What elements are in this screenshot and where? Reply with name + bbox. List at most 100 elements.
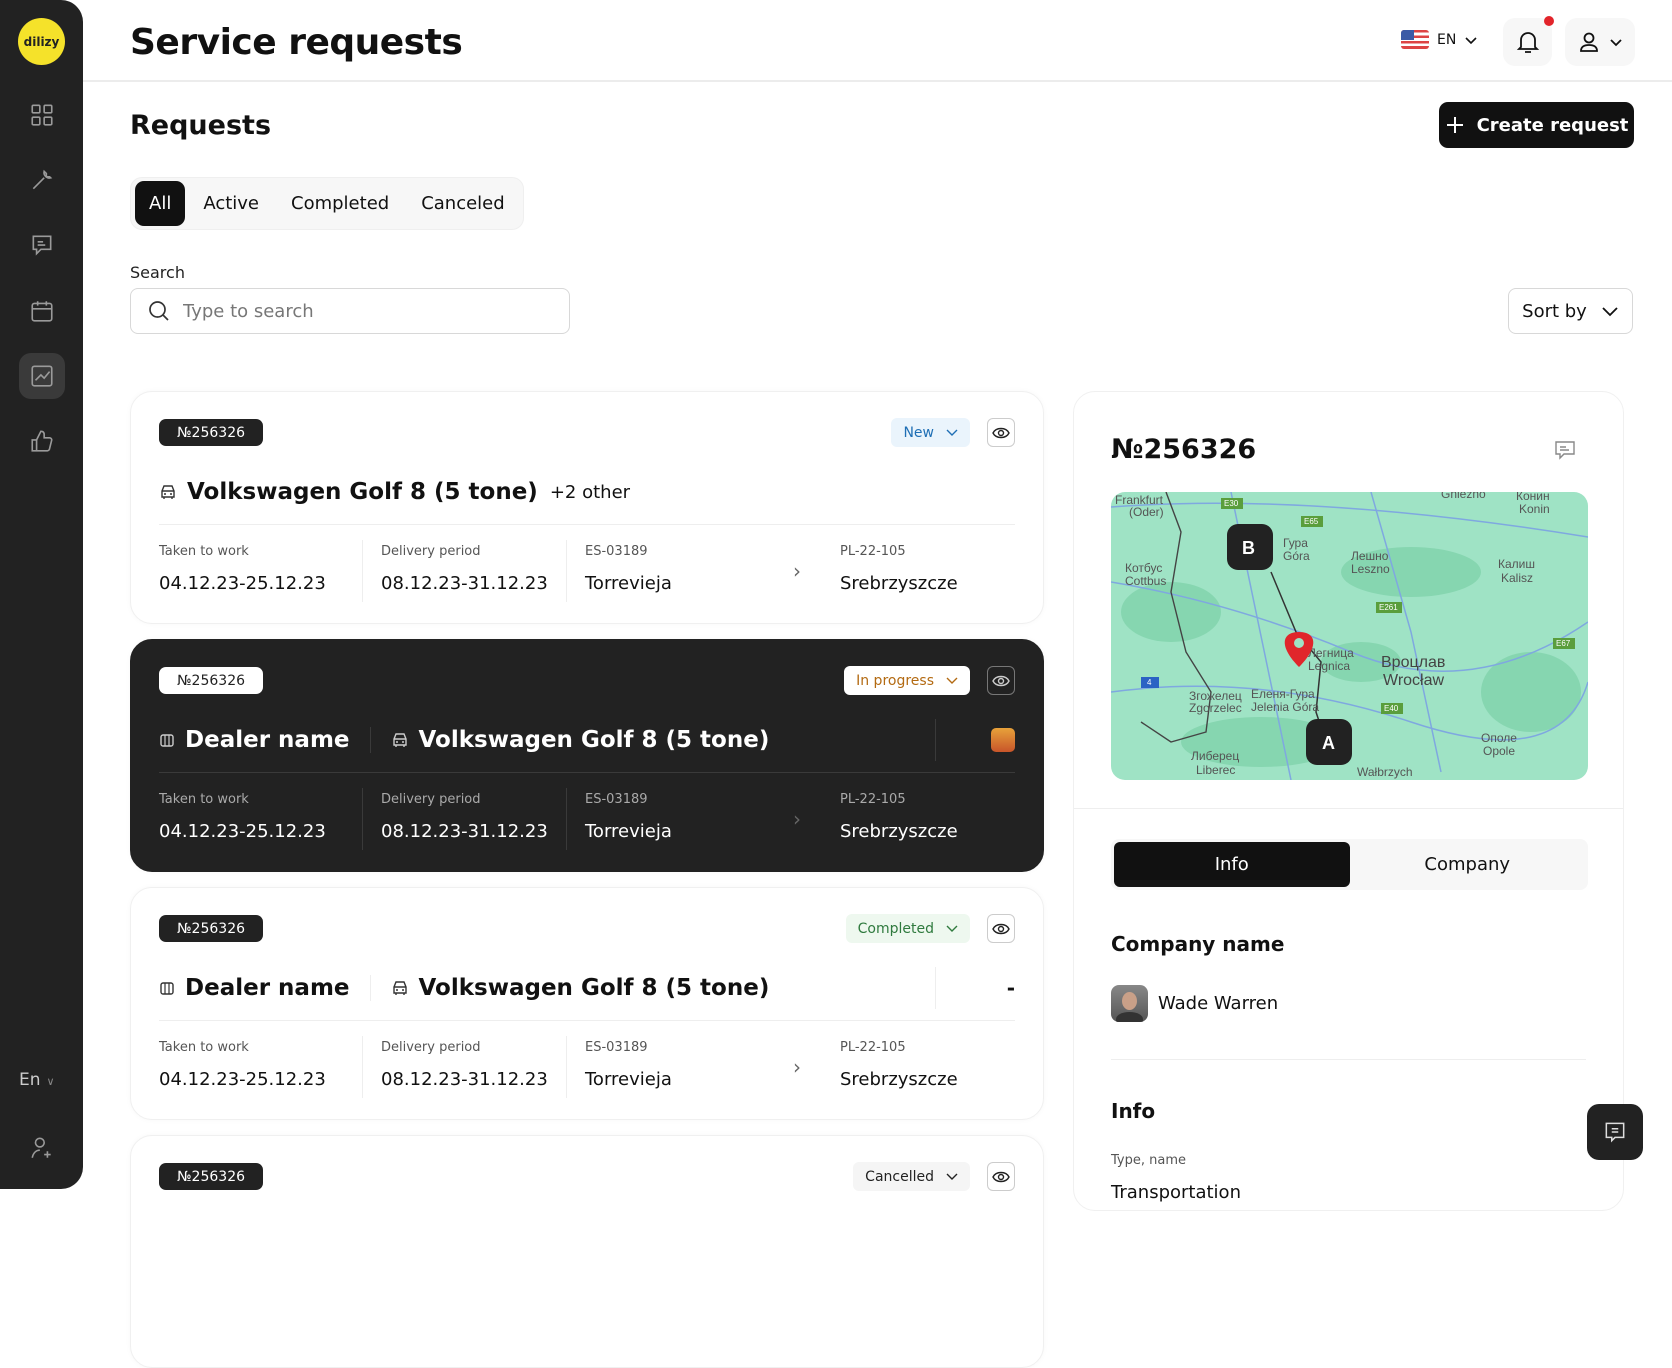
- sidebar-item-service[interactable]: [19, 157, 65, 203]
- sidebar-item-messages[interactable]: [19, 222, 65, 268]
- status-dropdown[interactable]: Completed: [845, 914, 970, 943]
- search-label: Search: [130, 263, 185, 282]
- request-card[interactable]: №256326 Cancelled: [130, 1135, 1044, 1368]
- tab-all[interactable]: All: [135, 181, 186, 226]
- svg-text:Згожелец: Згожелец: [1189, 689, 1242, 703]
- tab-completed[interactable]: Completed: [291, 193, 390, 214]
- view-button[interactable]: [987, 666, 1015, 695]
- chevron-down-icon: [946, 677, 958, 684]
- status-label: In progress: [856, 672, 934, 689]
- sidebar-item-dashboard[interactable]: [19, 92, 65, 138]
- request-card[interactable]: №256326 In progress Dealer name Volkswag…: [130, 639, 1044, 872]
- search-input[interactable]: [183, 300, 543, 322]
- info-heading: Info: [1111, 1099, 1156, 1123]
- tab-company[interactable]: Company: [1424, 854, 1511, 875]
- request-detail-panel: №256326 Frankfurt (Oder) Gniezno Конин Konin…: [1073, 391, 1624, 1211]
- svg-text:E65: E65: [1304, 517, 1319, 526]
- svg-text:Kalisz: Kalisz: [1501, 571, 1533, 585]
- chevron-right-icon: ›: [793, 1055, 801, 1079]
- vehicle: Volkswagen Golf 8 (5 tone): [369, 727, 790, 753]
- svg-text:Калиш: Калиш: [1498, 557, 1535, 571]
- section-heading: Requests: [130, 110, 272, 141]
- assignee-empty: -: [1006, 976, 1015, 1000]
- vehicle: Volkswagen Golf 8 (5 tone): [369, 975, 790, 1001]
- svg-text:Opole: Opole: [1483, 744, 1515, 758]
- svg-text:Либерец: Либерец: [1191, 749, 1239, 763]
- comment-icon[interactable]: [1553, 438, 1577, 462]
- create-request-button[interactable]: Create request: [1439, 102, 1634, 148]
- svg-text:Wrocław: Wrocław: [1383, 672, 1444, 689]
- destination-city: Srebrzyszcze: [840, 573, 958, 594]
- status-dropdown[interactable]: In progress: [844, 666, 970, 695]
- taken-label: Taken to work: [159, 1040, 249, 1055]
- thumbs-up-icon: [31, 430, 53, 452]
- delivery-label: Delivery period: [381, 1040, 481, 1055]
- sidebar-item-add-user[interactable]: [19, 1125, 65, 1171]
- wrench-icon: [32, 169, 53, 190]
- eye-icon: [992, 923, 1010, 934]
- view-button[interactable]: [987, 418, 1015, 447]
- divider: [159, 772, 1015, 773]
- grid-icon: [31, 104, 53, 126]
- assignee-avatar[interactable]: [991, 728, 1015, 752]
- sidebar-language-select[interactable]: En ∨: [19, 1070, 55, 1090]
- tab-info[interactable]: Info: [1114, 842, 1350, 887]
- message-icon: [32, 235, 52, 256]
- destination-city: Srebrzyszcze: [840, 1069, 958, 1090]
- eye-icon: [992, 427, 1010, 438]
- user-menu-button[interactable]: [1565, 18, 1635, 66]
- svg-text:Вроцлав: Вроцлав: [1381, 654, 1445, 671]
- notifications-button[interactable]: [1503, 16, 1554, 66]
- detail-number: №256326: [1111, 434, 1257, 465]
- request-number-badge: №256326: [159, 915, 264, 942]
- svg-text:Liberec: Liberec: [1196, 763, 1235, 777]
- language-label: En: [19, 1070, 41, 1090]
- delivery-value: 08.12.23-31.12.23: [381, 573, 548, 594]
- origin-city: Torrevieja: [585, 573, 672, 594]
- sidebar-item-analytics[interactable]: [19, 353, 65, 399]
- chevron-down-icon: [1610, 39, 1622, 47]
- status-dropdown[interactable]: New: [891, 418, 970, 447]
- request-card[interactable]: №256326 Completed Dealer name Volkswagen…: [130, 887, 1044, 1120]
- page-title: Service requests: [130, 22, 463, 63]
- svg-text:E261: E261: [1379, 603, 1398, 612]
- divider: [1111, 1059, 1586, 1060]
- chevron-down-icon: [946, 1173, 958, 1180]
- sidebar-item-reviews[interactable]: [19, 418, 65, 464]
- view-button[interactable]: [987, 1162, 1015, 1191]
- route-map[interactable]: Frankfurt (Oder) Gniezno Конин Konin Гура Góra…: [1111, 492, 1588, 780]
- taken-label: Taken to work: [159, 544, 249, 559]
- taken-value: 04.12.23-25.12.23: [159, 821, 326, 842]
- svg-text:Góra: Góra: [1283, 549, 1310, 563]
- tab-active[interactable]: Active: [203, 193, 260, 214]
- us-flag-icon: [1401, 30, 1429, 49]
- car-icon: [392, 733, 407, 747]
- sidebar-item-calendar[interactable]: [19, 288, 65, 334]
- svg-text:E67: E67: [1556, 639, 1571, 648]
- tab-canceled[interactable]: Canceled: [421, 193, 505, 214]
- svg-text:E30: E30: [1224, 499, 1239, 508]
- briefcase-icon: [160, 982, 174, 995]
- language-select[interactable]: EN: [1401, 30, 1478, 49]
- divider: [159, 524, 1015, 525]
- view-button[interactable]: [987, 914, 1015, 943]
- destination-code: PL-22-105: [840, 792, 906, 807]
- chevron-down-icon: [1465, 36, 1477, 44]
- status-dropdown[interactable]: Cancelled: [853, 1162, 970, 1191]
- sidebar: dilizy En ∨: [0, 0, 83, 1189]
- taken-value: 04.12.23-25.12.23: [159, 573, 326, 594]
- chat-button[interactable]: [1587, 1104, 1643, 1160]
- delivery-label: Delivery period: [381, 544, 481, 559]
- request-card[interactable]: №256326 New Volkswagen Golf 8 (5 tone) +2…: [130, 391, 1044, 624]
- svg-text:Konin: Konin: [1519, 502, 1550, 516]
- svg-text:Котбус: Котбус: [1125, 561, 1162, 575]
- origin-city: Torrevieja: [585, 821, 672, 842]
- delivery-value: 08.12.23-31.12.23: [381, 821, 548, 842]
- dealer-name: Dealer name: [185, 727, 350, 753]
- chevron-right-icon: ›: [793, 807, 801, 831]
- header: Service requests EN: [83, 0, 1672, 82]
- sort-by-dropdown[interactable]: Sort by: [1508, 288, 1633, 334]
- delivery-value: 08.12.23-31.12.23: [381, 1069, 548, 1090]
- avatar: [1111, 985, 1148, 1022]
- company-contact[interactable]: Wade Warren: [1111, 985, 1278, 1022]
